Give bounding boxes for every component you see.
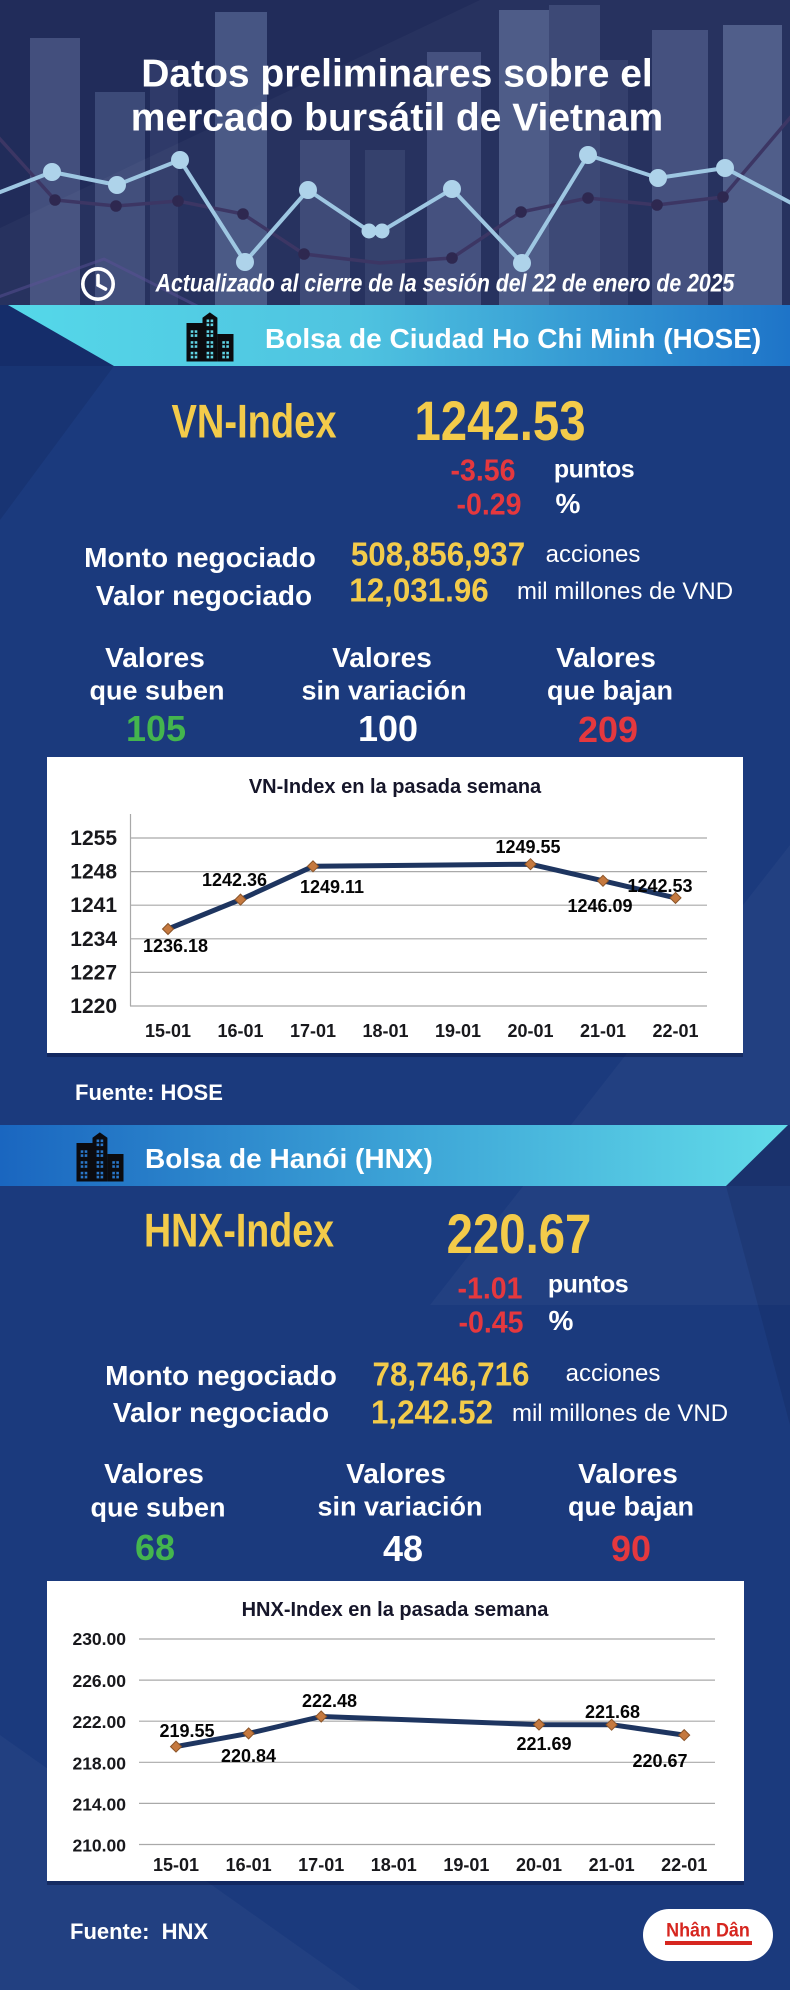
svg-text:21-01: 21-01 <box>580 1021 626 1041</box>
svg-text:1248: 1248 <box>70 861 117 884</box>
svg-text:17-01: 17-01 <box>298 1855 344 1875</box>
svg-text:15-01: 15-01 <box>145 1021 191 1041</box>
svg-text:221.69: 221.69 <box>516 1734 571 1754</box>
svg-text:22-01: 22-01 <box>652 1021 698 1041</box>
svg-text:220.67: 220.67 <box>632 1751 687 1771</box>
svg-text:16-01: 16-01 <box>226 1855 272 1875</box>
svg-text:1242.36: 1242.36 <box>202 870 267 890</box>
svg-text:1227: 1227 <box>70 961 117 984</box>
svg-text:20-01: 20-01 <box>507 1021 553 1041</box>
svg-text:222.00: 222.00 <box>72 1712 126 1732</box>
svg-text:18-01: 18-01 <box>371 1855 417 1875</box>
svg-text:17-01: 17-01 <box>290 1021 336 1041</box>
svg-text:21-01: 21-01 <box>589 1855 635 1875</box>
svg-text:VN-Index en la pasada semana: VN-Index en la pasada semana <box>249 776 542 798</box>
svg-text:18-01: 18-01 <box>362 1021 408 1041</box>
svg-text:16-01: 16-01 <box>217 1021 263 1041</box>
svg-text:1246.09: 1246.09 <box>567 896 632 916</box>
svg-text:1234: 1234 <box>70 928 117 951</box>
svg-text:220.84: 220.84 <box>221 1746 276 1766</box>
svg-text:219.55: 219.55 <box>159 1721 214 1741</box>
svg-text:15-01: 15-01 <box>153 1855 199 1875</box>
svg-text:22-01: 22-01 <box>661 1855 707 1875</box>
svg-text:1242.53: 1242.53 <box>627 876 692 896</box>
svg-text:230.00: 230.00 <box>72 1629 126 1649</box>
svg-text:1249.11: 1249.11 <box>300 877 364 897</box>
svg-text:1249.55: 1249.55 <box>495 837 560 857</box>
svg-text:226.00: 226.00 <box>72 1671 126 1691</box>
svg-text:19-01: 19-01 <box>435 1021 481 1041</box>
svg-text:19-01: 19-01 <box>443 1855 489 1875</box>
svg-text:1236.18: 1236.18 <box>143 936 208 956</box>
svg-text:1220: 1220 <box>70 995 117 1018</box>
svg-text:214.00: 214.00 <box>72 1794 126 1814</box>
svg-text:221.68: 221.68 <box>585 1702 640 1722</box>
svg-text:1241: 1241 <box>70 894 117 917</box>
svg-text:210.00: 210.00 <box>72 1836 126 1856</box>
svg-text:20-01: 20-01 <box>516 1855 562 1875</box>
svg-text:HNX-Index en la pasada semana: HNX-Index en la pasada semana <box>242 1599 550 1621</box>
svg-text:218.00: 218.00 <box>72 1753 126 1773</box>
svg-text:1255: 1255 <box>70 827 117 850</box>
svg-text:222.48: 222.48 <box>302 1691 357 1711</box>
